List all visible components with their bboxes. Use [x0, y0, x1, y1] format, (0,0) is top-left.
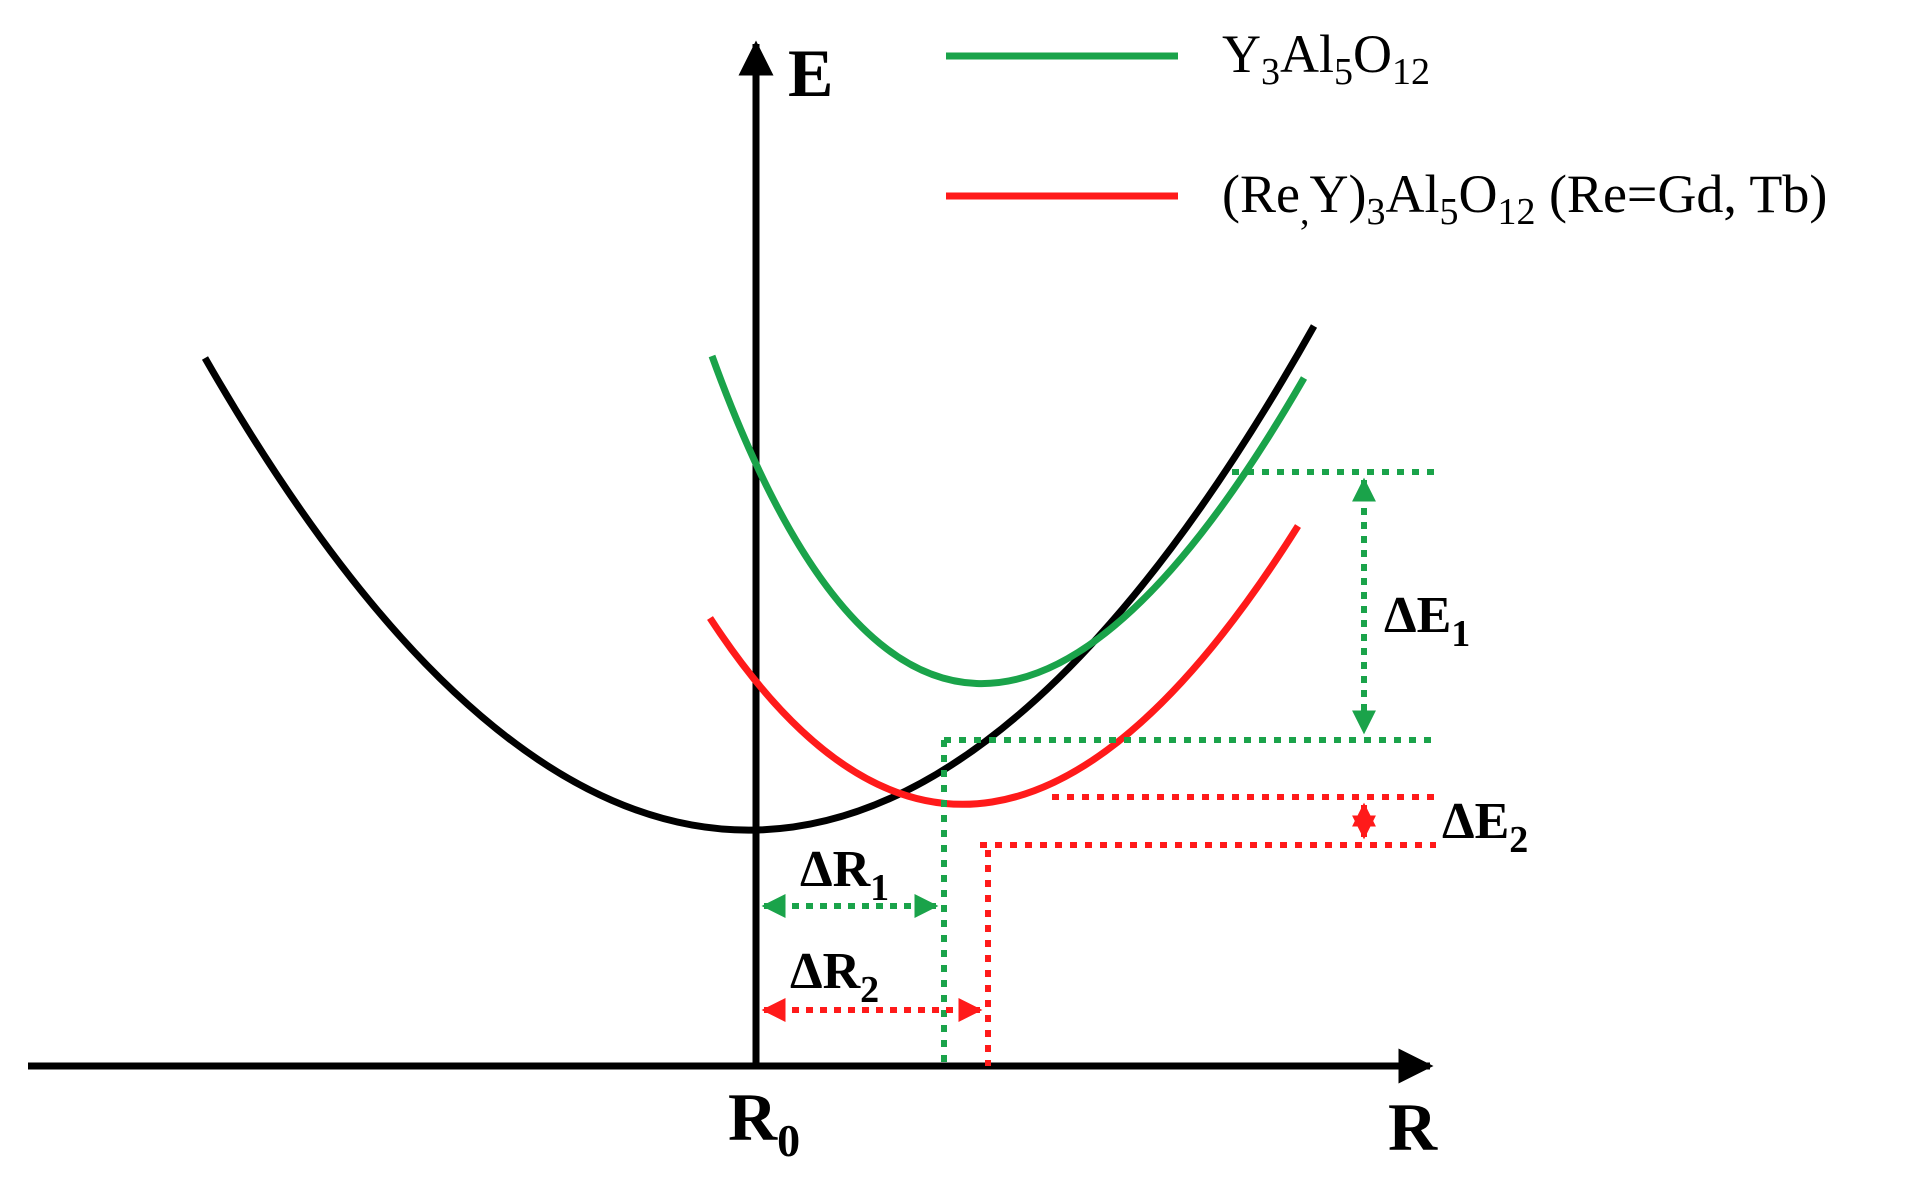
potential-curves — [201, 324, 1318, 834]
legend-yag-part: Al — [1280, 24, 1334, 84]
legend-yag-part: Y — [1222, 24, 1261, 84]
axes: E R R0 — [28, 35, 1438, 1166]
x-axis-label: R — [1388, 1089, 1438, 1165]
doped-excited-curve — [707, 524, 1301, 808]
legend-label-yag: Y3Al5O12 — [1222, 24, 1430, 93]
legend-doped-part: 5 — [1439, 191, 1458, 233]
guide-lines — [941, 469, 1436, 1066]
legend-doped-part: O — [1458, 164, 1497, 224]
dR2-label: ΔR2 — [790, 943, 879, 1011]
dE2-label: ΔE2 — [1442, 793, 1528, 861]
yag-excited-curve — [708, 354, 1308, 687]
delta-labels: ΔE1 ΔE2 ΔR1 ΔR2 — [790, 587, 1528, 1011]
legend-doped-part: Y) — [1309, 164, 1366, 224]
legend-yag-part: 5 — [1334, 51, 1353, 93]
legend-label-doped: (Re,Y)3Al5O12 (Re=Gd, Tb) — [1222, 164, 1827, 233]
delta-arrows — [761, 477, 1376, 1022]
legend-doped-part: 12 — [1497, 191, 1535, 233]
legend-doped-part: 3 — [1366, 191, 1385, 233]
origin-label: R0 — [728, 1079, 800, 1166]
dE1-label: ΔE1 — [1384, 587, 1470, 655]
legend: Y3Al5O12 (Re,Y)3Al5O12 (Re=Gd, Tb) — [946, 24, 1827, 233]
legend-doped-part: Al — [1385, 164, 1439, 224]
legend-doped-part: (Re — [1222, 164, 1300, 224]
legend-doped-part: , — [1300, 191, 1310, 233]
y-axis-label: E — [788, 35, 833, 111]
ground-state-curve — [201, 324, 1318, 834]
legend-doped-part: (Re=Gd, Tb) — [1535, 164, 1827, 224]
legend-yag-part: O — [1353, 24, 1392, 84]
legend-yag-part: 3 — [1261, 51, 1280, 93]
legend-yag-part: 12 — [1392, 51, 1430, 93]
origin-subscript: 0 — [777, 1115, 800, 1166]
dR1-label: ΔR1 — [800, 841, 889, 909]
